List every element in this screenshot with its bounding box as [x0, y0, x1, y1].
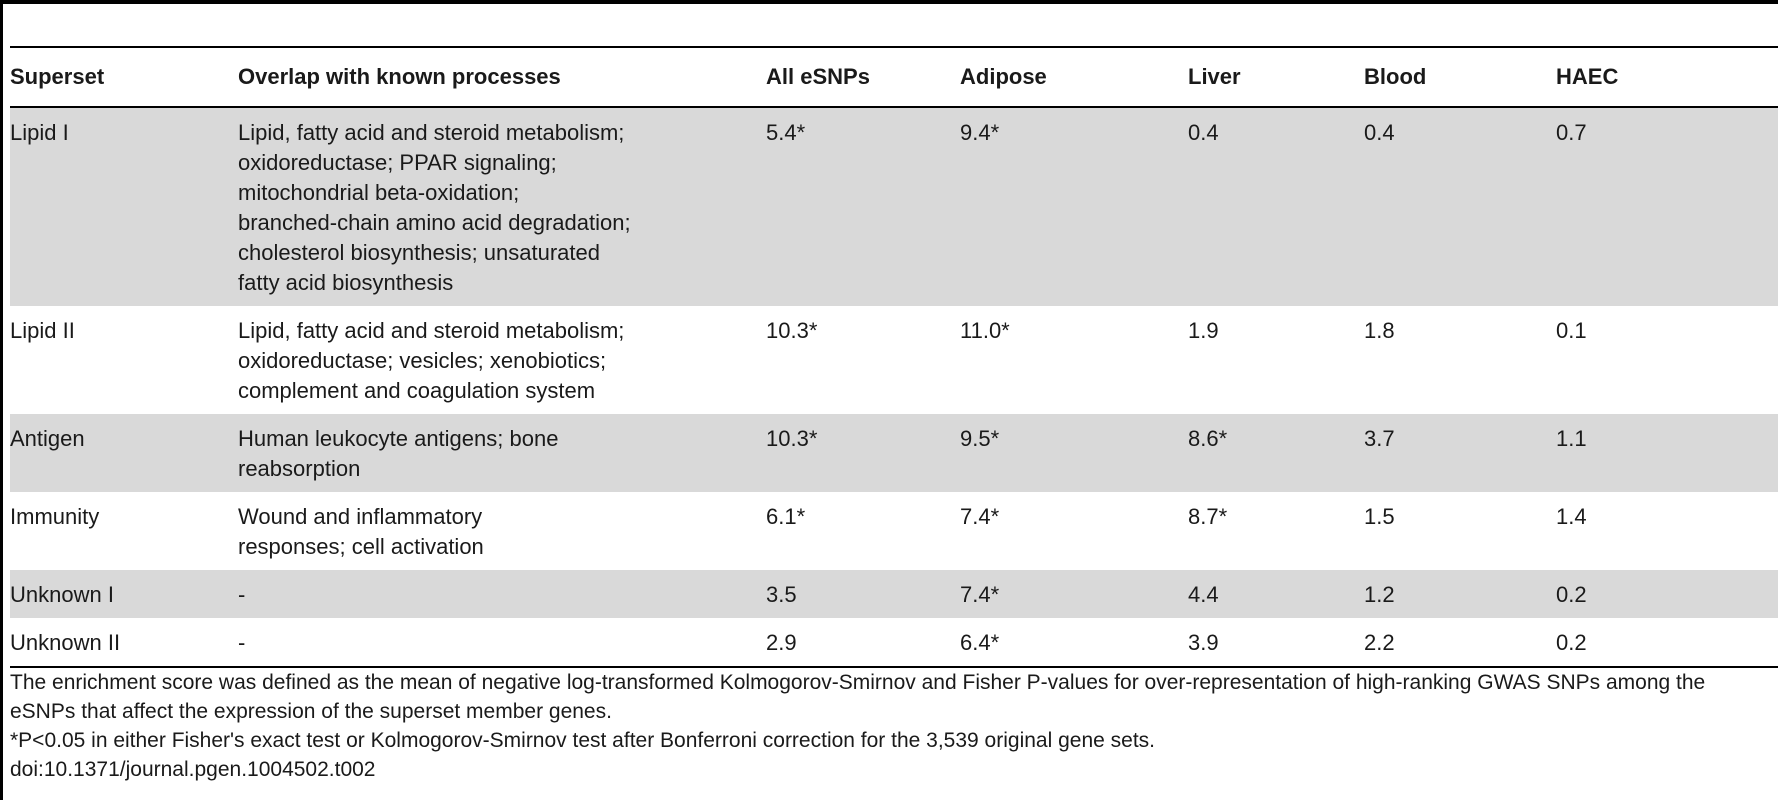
table-row: Lipid II Lipid, fatty acid and steroid m… — [10, 306, 1778, 414]
cell-all-esnps: 3.5 — [766, 582, 797, 607]
header-adipose: Adipose — [960, 64, 1047, 89]
cell-overlap: Human leukocyte antigens; bone reabsorpt… — [238, 414, 766, 492]
table-header-row: Superset Overlap with known processes Al… — [10, 47, 1778, 107]
footnote-enrichment-definition: The enrichment score was defined as the … — [10, 671, 1706, 723]
cell-liver: 3.9 — [1188, 630, 1219, 655]
cell-liver: 1.9 — [1188, 318, 1219, 343]
cell-blood: 2.2 — [1364, 630, 1395, 655]
cell-adipose: 7.4* — [960, 504, 1000, 529]
cell-superset: Lipid II — [10, 318, 75, 343]
cell-haec: 0.2 — [1556, 630, 1587, 655]
table-row: Unknown II - 2.9 6.4* 3.9 2.2 0.2 — [10, 618, 1778, 667]
cell-superset: Unknown II — [10, 630, 121, 655]
cell-liver: 8.7* — [1188, 504, 1228, 529]
cell-liver: 4.4 — [1188, 582, 1219, 607]
table-row: Immunity Wound and inflammatory response… — [10, 492, 1778, 570]
table-row: Lipid I Lipid, fatty acid and steroid me… — [10, 107, 1778, 306]
cell-blood: 1.2 — [1364, 582, 1395, 607]
overlap-line: complement and coagulation system — [238, 378, 596, 403]
overlap-line: - — [238, 630, 246, 655]
cell-adipose: 9.5* — [960, 426, 1000, 451]
cell-blood: 3.7 — [1364, 426, 1395, 451]
top-border-rule — [0, 0, 1778, 4]
cell-superset: Immunity — [10, 504, 100, 529]
overlap-line: reabsorption — [238, 456, 361, 481]
overlap-line: branched-chain amino acid degradation; — [238, 210, 631, 235]
cell-overlap: Lipid, fatty acid and steroid metabolism… — [238, 107, 766, 306]
overlap-line: Lipid, fatty acid and steroid metabolism… — [238, 120, 625, 145]
footnote-significance: *P<0.05 in either Fisher's exact test or… — [10, 729, 1155, 752]
overlap-line: Wound and inflammatory — [238, 504, 483, 529]
cell-overlap: - — [238, 618, 766, 667]
cell-adipose: 7.4* — [960, 582, 1000, 607]
cell-blood: 1.8 — [1364, 318, 1395, 343]
cell-haec: 0.1 — [1556, 318, 1587, 343]
footnote-doi: doi:10.1371/journal.pgen.1004502.t002 — [10, 758, 376, 781]
cell-all-esnps: 5.4* — [766, 120, 806, 145]
cell-liver: 8.6* — [1188, 426, 1228, 451]
cell-overlap: Lipid, fatty acid and steroid metabolism… — [238, 306, 766, 414]
table-row: Unknown I - 3.5 7.4* 4.4 1.2 0.2 — [10, 570, 1778, 618]
cell-overlap: Wound and inflammatory responses; cell a… — [238, 492, 766, 570]
cell-haec: 0.2 — [1556, 582, 1587, 607]
header-overlap: Overlap with known processes — [238, 64, 561, 89]
overlap-line: oxidoreductase; vesicles; xenobiotics; — [238, 348, 607, 373]
overlap-line: cholesterol biosynthesis; unsaturated — [238, 240, 600, 265]
enrichment-table: Superset Overlap with known processes Al… — [10, 46, 1778, 668]
header-all-esnps: All eSNPs — [766, 64, 870, 89]
header-blood: Blood — [1364, 64, 1427, 89]
cell-blood: 0.4 — [1364, 120, 1395, 145]
overlap-line: Human leukocyte antigens; bone — [238, 426, 559, 451]
cell-superset: Unknown I — [10, 582, 114, 607]
left-border-rule — [0, 0, 3, 800]
cell-overlap: - — [238, 570, 766, 618]
cell-all-esnps: 2.9 — [766, 630, 797, 655]
overlap-line: - — [238, 582, 246, 607]
overlap-line: mitochondrial beta-oxidation; — [238, 180, 520, 205]
cell-all-esnps: 10.3* — [766, 318, 818, 343]
overlap-line: responses; cell activation — [238, 534, 484, 559]
overlap-line: oxidoreductase; PPAR signaling; — [238, 150, 557, 175]
cell-superset: Lipid I — [10, 120, 69, 145]
cell-adipose: 9.4* — [960, 120, 1000, 145]
overlap-line: Lipid, fatty acid and steroid metabolism… — [238, 318, 625, 343]
table-container: Superset Overlap with known processes Al… — [10, 46, 1778, 668]
table-footnotes: The enrichment score was defined as the … — [10, 668, 1778, 784]
overlap-line: fatty acid biosynthesis — [238, 270, 454, 295]
cell-superset: Antigen — [10, 426, 85, 451]
cell-liver: 0.4 — [1188, 120, 1219, 145]
header-superset: Superset — [10, 64, 105, 89]
cell-haec: 1.1 — [1556, 426, 1587, 451]
cell-adipose: 6.4* — [960, 630, 1000, 655]
cell-all-esnps: 10.3* — [766, 426, 818, 451]
cell-haec: 1.4 — [1556, 504, 1587, 529]
table-row: Antigen Human leukocyte antigens; bone r… — [10, 414, 1778, 492]
cell-adipose: 11.0* — [960, 318, 1010, 343]
header-liver: Liver — [1188, 64, 1241, 89]
cell-haec: 0.7 — [1556, 120, 1587, 145]
header-haec: HAEC — [1556, 64, 1619, 89]
cell-all-esnps: 6.1* — [766, 504, 806, 529]
cell-blood: 1.5 — [1364, 504, 1395, 529]
